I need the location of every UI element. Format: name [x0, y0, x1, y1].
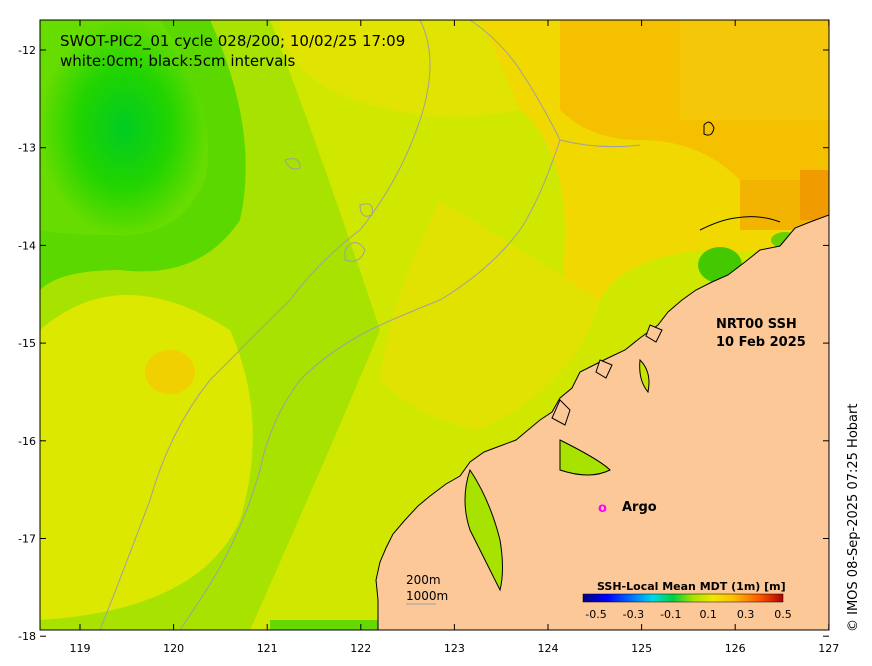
- colorbar-ticks: -0.5 -0.3 -0.1 0.1 0.3 0.5: [585, 608, 791, 621]
- x-axis: 119 120 121 122 123 124 125 126 127: [70, 20, 839, 655]
- colorbar-tick-label: -0.3: [623, 608, 644, 621]
- plot-frame: [39, 19, 830, 631]
- argo-marker: o: [598, 501, 607, 516]
- credit-text: © IMOS 08-Sep-2025 07:25 Hobart: [846, 403, 861, 632]
- colorbar-tick-label: 0.1: [699, 608, 717, 621]
- colorbar: [582, 593, 784, 603]
- product-label: NRT00 SSH: [716, 317, 797, 332]
- ssh-field: [40, 20, 829, 630]
- y-tick-label: -12: [18, 44, 36, 57]
- colorbar-tick-label: -0.5: [585, 608, 606, 621]
- x-tick-label: 125: [631, 642, 652, 655]
- x-tick-label: 119: [70, 642, 91, 655]
- y-tick-label: -14: [18, 239, 36, 252]
- map-title: SWOT-PIC2_01 cycle 028/200; 10/02/25 17:…: [60, 32, 405, 51]
- y-tick-label: -18: [18, 630, 36, 643]
- x-tick-label: 122: [350, 642, 371, 655]
- y-tick-label: -15: [18, 337, 36, 350]
- colorbar-title: SSH-Local Mean MDT (1m) [m]: [597, 580, 786, 593]
- y-tick-label: -16: [18, 435, 36, 448]
- x-tick-label: 127: [818, 642, 839, 655]
- colorbar-tick-label: -0.1: [660, 608, 681, 621]
- product-date: 10 Feb 2025: [716, 335, 806, 350]
- depth-legend-200m: 200m: [406, 573, 441, 587]
- land: [375, 214, 829, 630]
- x-tick-label: 124: [538, 642, 559, 655]
- x-tick-label: 123: [444, 642, 465, 655]
- y-tick-label: -13: [18, 142, 36, 155]
- colorbar-tick-label: 0.5: [774, 608, 792, 621]
- map-subtitle: white:0cm; black:5cm intervals: [60, 52, 296, 70]
- ssh-contour-black: [699, 121, 781, 231]
- depth-legend-1000m: 1000m: [406, 589, 448, 603]
- depth-contours: [99, 20, 641, 630]
- argo-label: Argo: [622, 500, 657, 515]
- colorbar-tick-label: 0.3: [737, 608, 755, 621]
- x-tick-label: 121: [257, 642, 278, 655]
- y-tick-label: -17: [18, 533, 36, 546]
- y-axis: -12 -13 -14 -15 -16 -17 -18: [18, 44, 829, 643]
- x-tick-label: 120: [163, 642, 184, 655]
- x-tick-label: 126: [725, 642, 746, 655]
